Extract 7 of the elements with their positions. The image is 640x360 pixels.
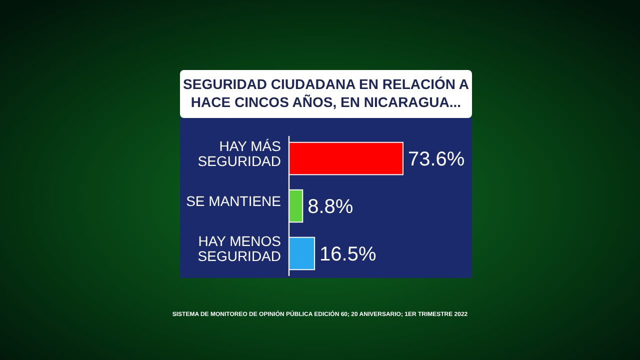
data-label: 73.6%: [408, 148, 465, 171]
data-label: 8.8%: [308, 196, 354, 218]
y-tick-label: HAY MÁS SEGURIDAD: [198, 138, 281, 170]
y-tick-label: SE MANTIENE: [186, 193, 281, 209]
data-label: 16.5%: [320, 244, 376, 266]
chart-title: SEGURIDAD CIUDADANA EN RELACIÓN A HACE CINCOS AÑOS, EN NICARAGUA...: [183, 76, 469, 110]
y-tick-label: HAY MENOS SEGURIDAD: [198, 232, 281, 264]
